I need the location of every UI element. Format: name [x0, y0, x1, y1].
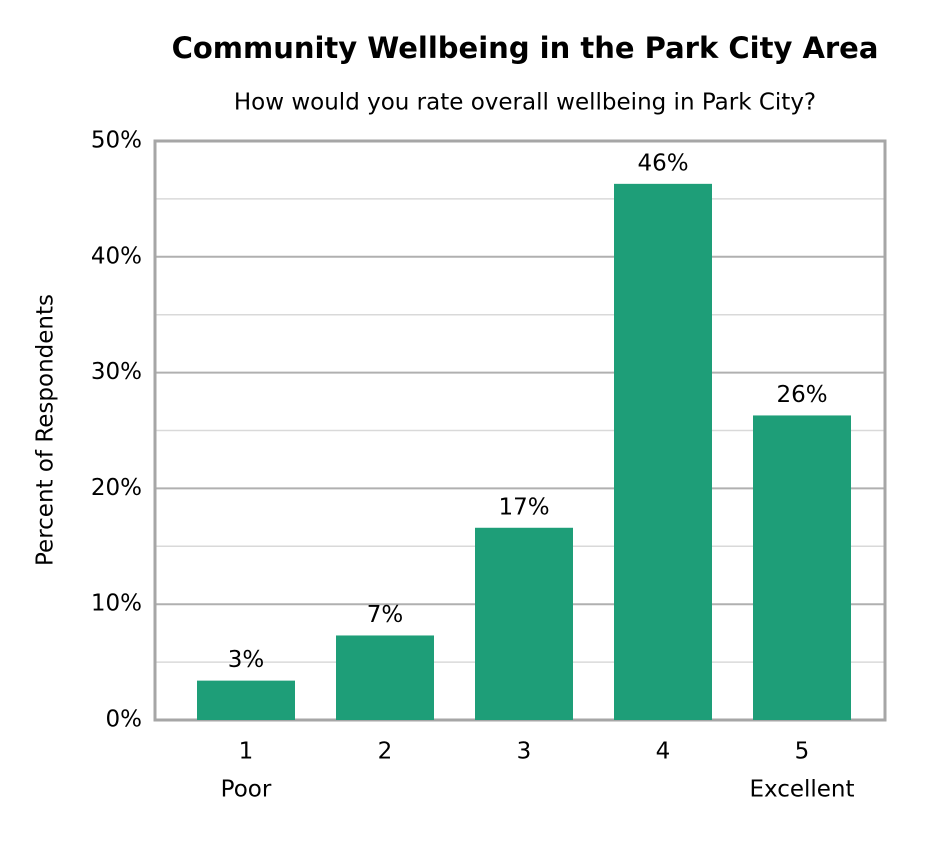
- bar: [475, 527, 573, 720]
- bar: [336, 635, 434, 720]
- x-tick-label: 5: [795, 739, 810, 765]
- x-tick-label: 4: [656, 739, 671, 765]
- y-tick-label: 40%: [91, 243, 142, 269]
- x-tick-sublabel: Poor: [221, 777, 272, 803]
- bar: [197, 680, 295, 720]
- y-axis-label: Percent of Respondents: [33, 294, 59, 566]
- value-label: 26%: [776, 382, 827, 408]
- value-label: 7%: [367, 602, 404, 628]
- value-label: 46%: [637, 150, 688, 176]
- y-tick-label: 50%: [91, 128, 142, 154]
- x-tick-label: 1: [239, 739, 254, 765]
- bar: [753, 415, 851, 720]
- chart-subtitle: How would you rate overall wellbeing in …: [234, 90, 816, 116]
- y-tick-label: 30%: [91, 359, 142, 385]
- chart-title: Community Wellbeing in the Park City Are…: [172, 31, 879, 65]
- x-tick-sublabel: Excellent: [749, 777, 854, 803]
- y-tick-label: 0%: [106, 707, 143, 733]
- y-tick-label: 10%: [91, 591, 142, 617]
- value-label: 3%: [228, 647, 265, 673]
- value-label: 17%: [498, 494, 549, 520]
- bar: [614, 183, 712, 720]
- x-tick-label: 2: [378, 739, 393, 765]
- x-tick-label: 3: [517, 739, 532, 765]
- y-tick-label: 20%: [91, 475, 142, 501]
